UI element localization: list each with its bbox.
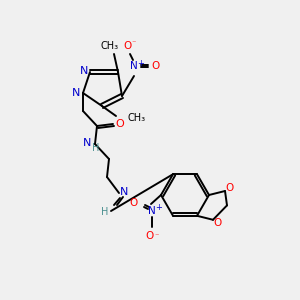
Text: N: N [72, 88, 80, 98]
Text: CH₃: CH₃ [101, 41, 119, 51]
Text: O: O [123, 41, 131, 51]
Text: N: N [148, 206, 156, 216]
Text: +: + [156, 203, 162, 212]
Text: H: H [101, 207, 109, 217]
Text: O: O [152, 61, 160, 71]
Text: CH₃: CH₃ [128, 113, 146, 123]
Text: O: O [225, 183, 233, 193]
Text: +: + [138, 58, 144, 68]
Text: O: O [146, 231, 154, 241]
Text: O: O [116, 119, 124, 129]
Text: ⁻: ⁻ [155, 232, 159, 241]
Text: O: O [130, 198, 138, 208]
Text: O: O [213, 218, 221, 228]
Text: H: H [92, 143, 100, 153]
Text: ⁻: ⁻ [132, 38, 136, 47]
Text: N: N [130, 61, 138, 71]
Text: N: N [120, 187, 128, 197]
Text: N: N [83, 138, 91, 148]
Text: N: N [80, 66, 88, 76]
